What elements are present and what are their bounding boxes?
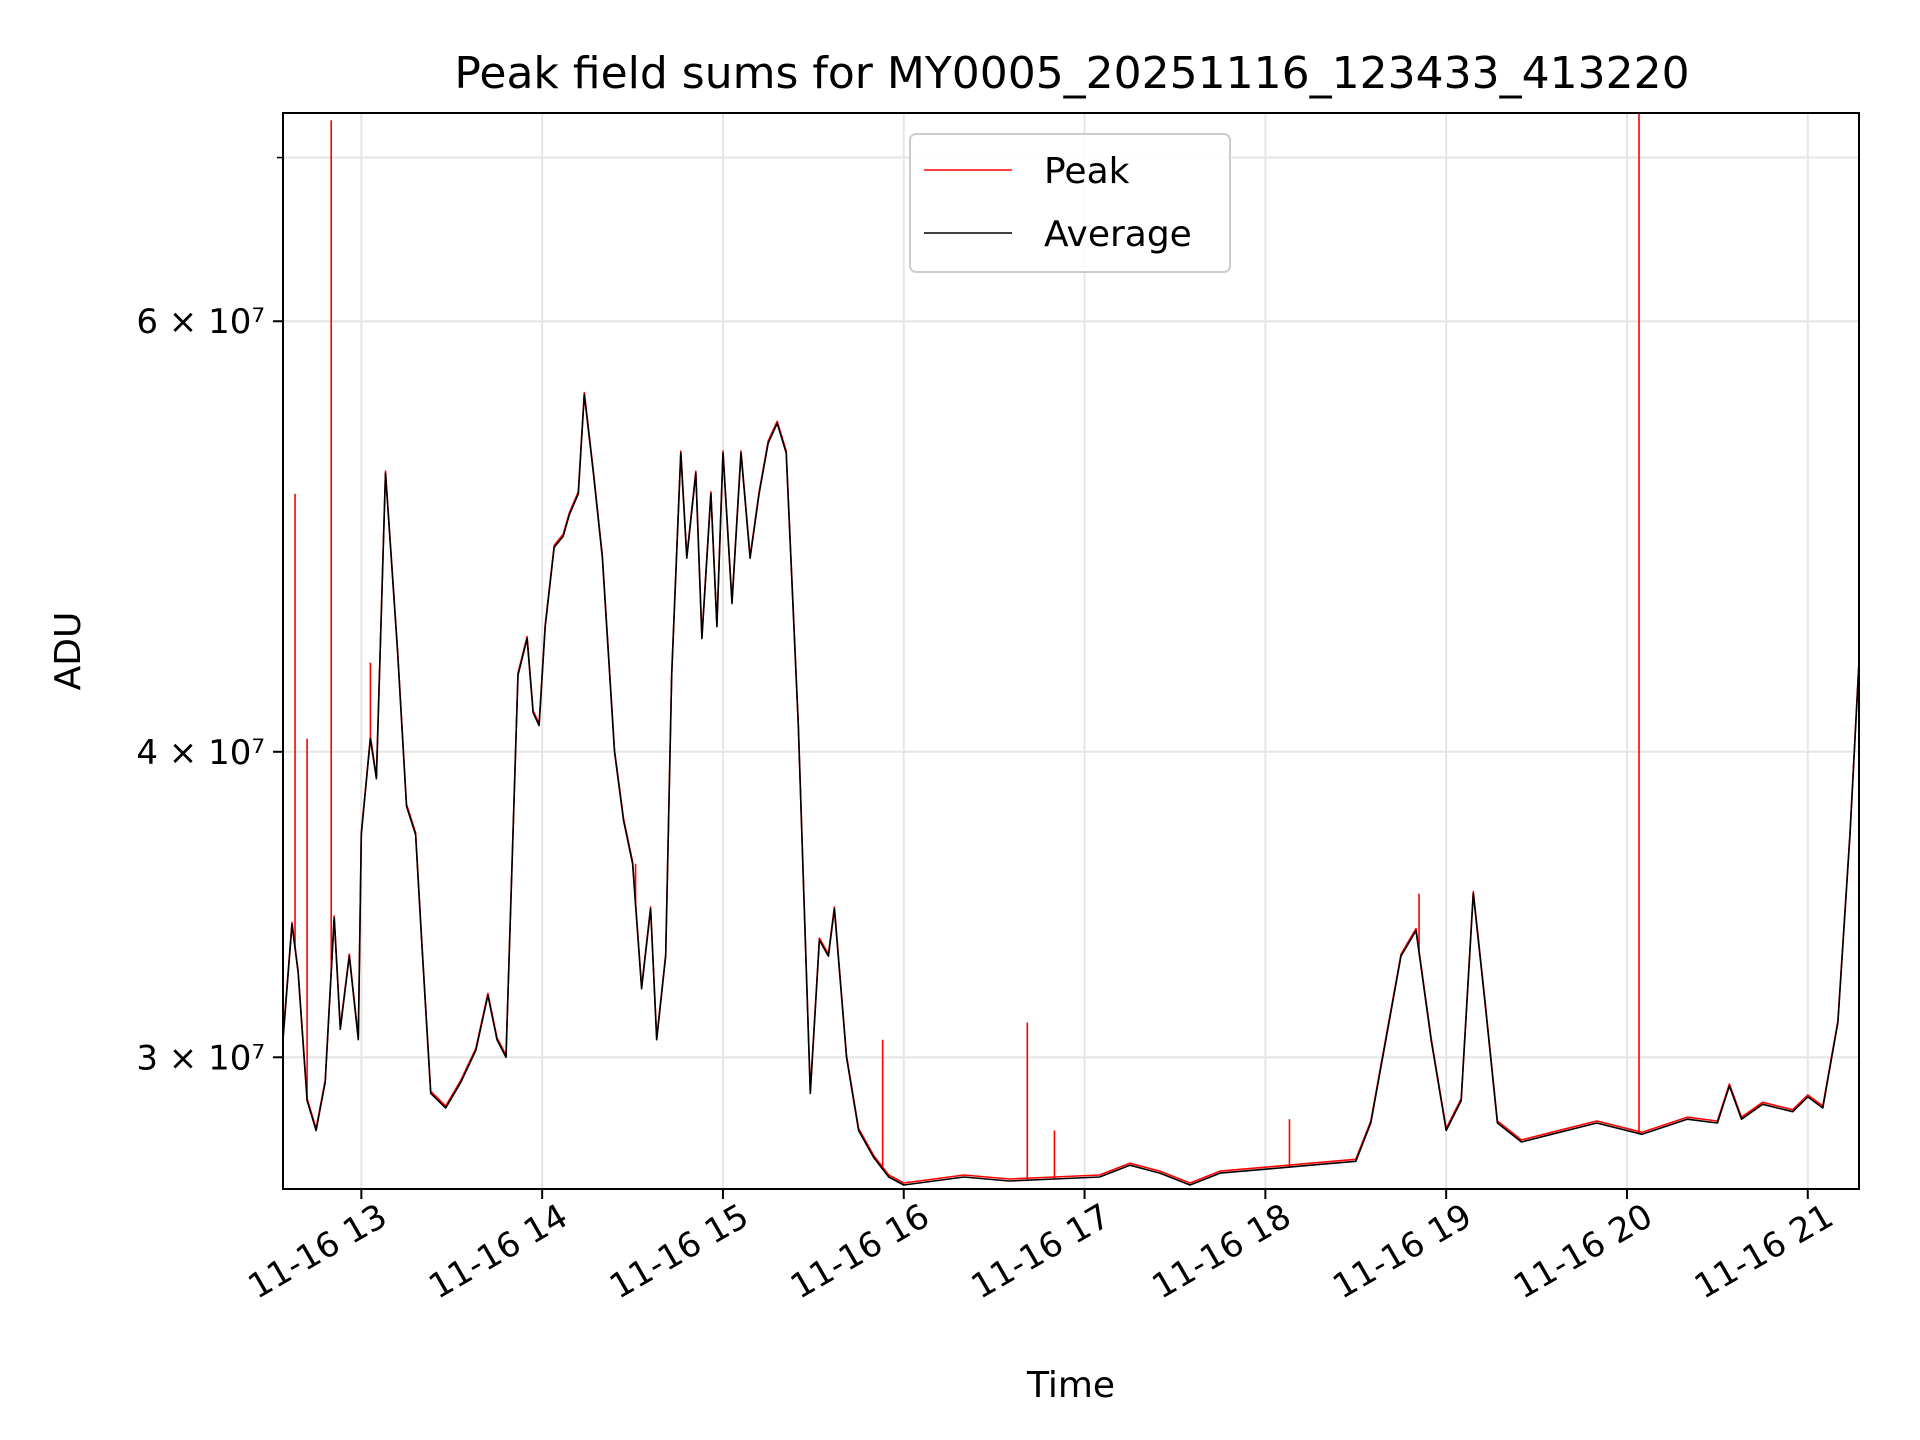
plot-frame: [282, 112, 1860, 1190]
grid-lines: [283, 113, 1859, 1189]
average-series-line: [283, 393, 1859, 1186]
legend-label-average: Average: [1044, 214, 1192, 255]
legend: Peak Average: [909, 133, 1231, 273]
y-axis-label: ADU: [48, 612, 89, 691]
y-tick-label: 6 × 10⁷: [136, 302, 265, 342]
chart-title: Peak field sums for MY0005_20251116_1234…: [454, 48, 1689, 99]
legend-box: [909, 133, 1231, 273]
y-tick-label: 4 × 10⁷: [136, 733, 265, 773]
x-axis-label: Time: [1026, 1365, 1115, 1406]
legend-label-peak: Peak: [1044, 151, 1130, 192]
plot-series: [283, 113, 1859, 1186]
y-tick-label: 3 × 10⁷: [136, 1038, 265, 1078]
